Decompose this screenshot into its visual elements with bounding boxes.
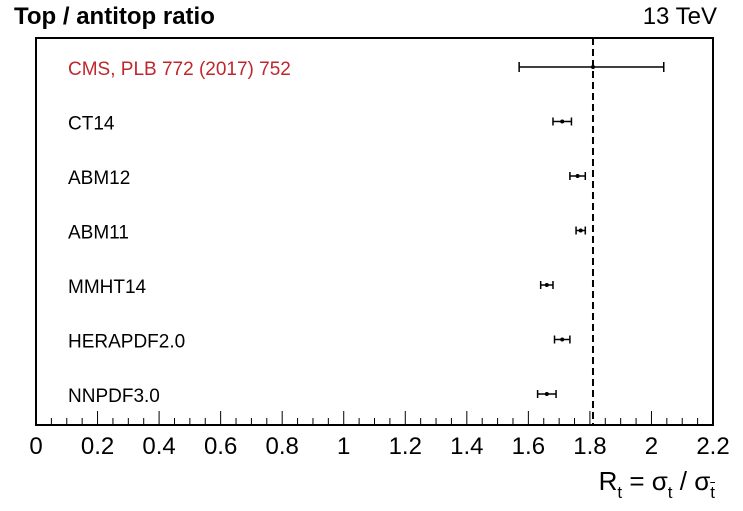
data-point [560, 119, 565, 124]
x-tick-label: 0.2 [81, 433, 114, 460]
plot-frame [35, 37, 714, 426]
xlabel-symbol-sub: t [617, 483, 623, 503]
data-point [544, 283, 549, 287]
x-tick-label: 0.8 [265, 433, 298, 460]
data-point [590, 65, 595, 69]
xlabel-denominator: σ [694, 466, 711, 496]
x-tick-label: 0 [29, 433, 42, 460]
x-tick-label: 1.8 [573, 433, 606, 460]
x-tick-label: 2.2 [696, 433, 729, 460]
x-tick-label: 1 [337, 433, 350, 460]
x-axis-label: Rt = σt / σt [598, 466, 715, 503]
xlabel-numerator: σ [651, 466, 668, 496]
entry-label: ABM11 [68, 223, 129, 244]
entry-label: MMHT14 [68, 277, 147, 298]
data-point [575, 174, 580, 178]
xlabel-slash: / [679, 466, 687, 496]
entry-label: CT14 [68, 114, 115, 135]
data-point [544, 392, 549, 396]
x-tick-label: 0.6 [204, 433, 237, 460]
xlabel-equals: = [629, 466, 645, 496]
entry-label: HERAPDF2.0 [68, 332, 185, 353]
chart-title: Top / antitop ratio [14, 3, 215, 30]
entry-label: NNPDF3.0 [68, 386, 160, 407]
data-point [578, 228, 583, 233]
xlabel-symbol: R [598, 466, 618, 496]
x-tick-label: 1.2 [389, 433, 422, 460]
x-tick-label: 1.4 [450, 433, 483, 460]
data-point [560, 337, 565, 342]
xlabel-denominator-sub: t [710, 483, 715, 503]
x-tick-label: 2 [645, 433, 658, 460]
x-tick-label: 1.6 [512, 433, 545, 460]
xlabel-numerator-sub: t [667, 483, 673, 503]
x-tick-label: 0.4 [142, 433, 175, 460]
energy-label: 13 TeV [642, 3, 717, 30]
entry-label: CMS, PLB 772 (2017) 752 [68, 59, 291, 80]
entry-label: ABM12 [68, 168, 130, 189]
